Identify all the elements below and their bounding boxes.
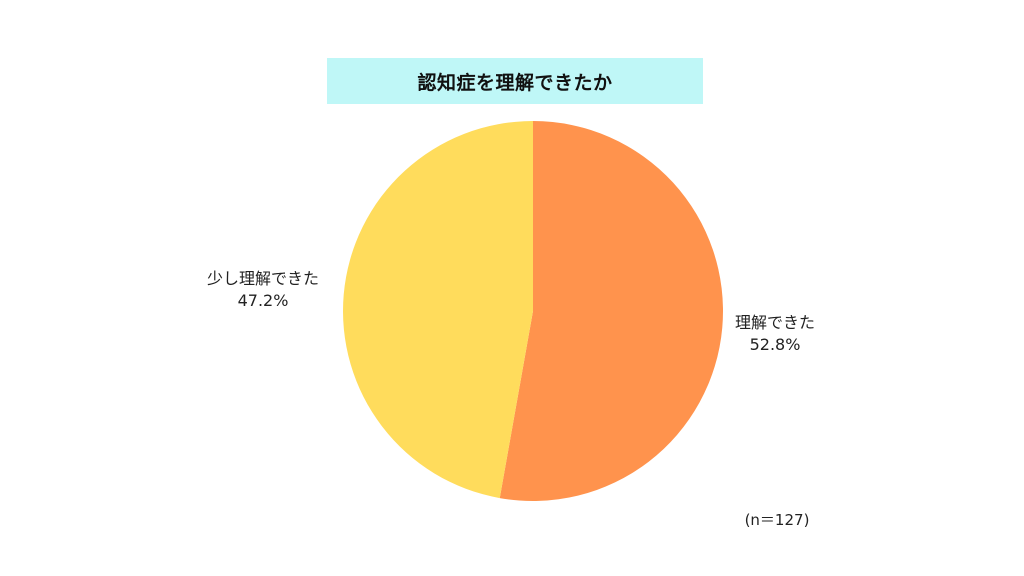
slice-label-little-understood: 少し理解できた 47.2% <box>188 268 338 312</box>
title-background <box>327 58 703 104</box>
slice-value-label: 52.8% <box>749 335 801 354</box>
pie-slice-0 <box>499 121 723 501</box>
pie-slices <box>342 121 723 501</box>
slice-label-understood: 理解できた 52.8% <box>720 312 830 356</box>
slice-category-label: 少し理解できた <box>206 269 319 288</box>
chart-title-box: 認知症を理解できたか <box>327 58 703 104</box>
chart-title: 認知症を理解できたか <box>417 71 613 94</box>
slice-value-label: 47.2% <box>237 291 289 310</box>
slice-category-label: 理解できた <box>734 313 815 332</box>
sample-size-note: (n＝127) <box>744 511 810 529</box>
pie-slice-1 <box>342 121 533 499</box>
